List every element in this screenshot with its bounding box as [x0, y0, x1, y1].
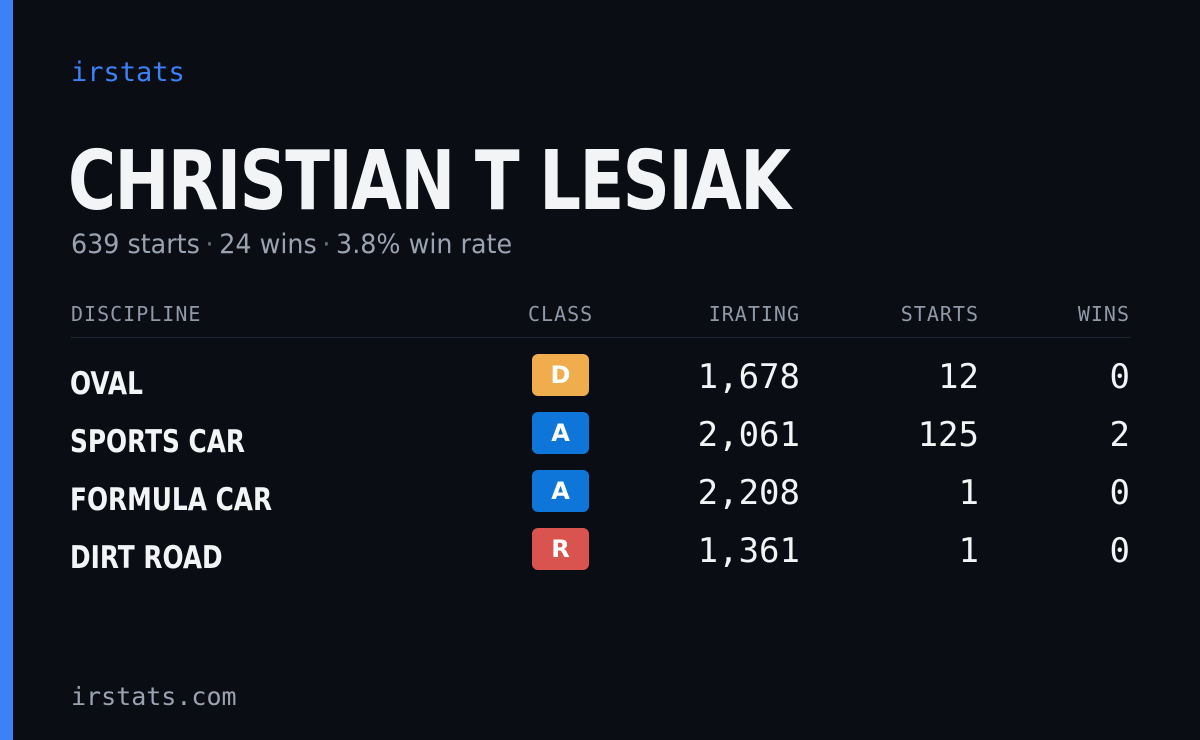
table-row: OVAL D 1,678 12 0 [0, 354, 1200, 412]
starts-value: 1 [958, 531, 979, 571]
header-class: CLASS [528, 302, 594, 326]
driver-name: CHRISTIAN T LESIAK [68, 134, 791, 229]
class-badge: A [532, 470, 589, 512]
footer-url: irstats.com [71, 682, 237, 711]
summary-separator: · [322, 229, 331, 260]
discipline-name: SPORTS CAR [70, 424, 246, 460]
irating-value: 2,061 [697, 415, 800, 455]
discipline-name: DIRT ROAD [70, 540, 223, 576]
starts-summary: 639 starts [71, 229, 200, 260]
header-irating: IRATING [708, 302, 800, 326]
table-row: FORMULA CAR A 2,208 1 0 [0, 470, 1200, 528]
irating-value: 1,361 [697, 531, 800, 571]
class-badge: A [532, 412, 589, 454]
irating-value: 2,208 [697, 473, 800, 513]
wins-value: 2 [1109, 415, 1130, 455]
wins-value: 0 [1109, 531, 1130, 571]
starts-value: 12 [938, 357, 979, 397]
brand-label: irstats [71, 57, 185, 88]
class-badge: R [532, 528, 589, 570]
table-row: DIRT ROAD R 1,361 1 0 [0, 528, 1200, 586]
accent-bar [0, 0, 13, 740]
starts-value: 1 [958, 473, 979, 513]
table-row: SPORTS CAR A 2,061 125 2 [0, 412, 1200, 470]
wins-summary: 24 wins [219, 229, 317, 260]
driver-summary: 639 starts · 24 wins · 3.8% win rate [71, 227, 512, 263]
header-discipline: DISCIPLINE [71, 302, 202, 326]
summary-separator: · [205, 229, 214, 260]
class-badge: D [532, 354, 589, 396]
discipline-name: FORMULA CAR [70, 482, 273, 518]
header-wins: WINS [1077, 302, 1130, 326]
discipline-name: OVAL [70, 366, 143, 402]
irating-value: 1,678 [697, 357, 800, 397]
starts-value: 125 [917, 415, 979, 455]
win-rate-summary: 3.8% win rate [336, 229, 513, 260]
header-divider [71, 337, 1130, 338]
wins-value: 0 [1109, 357, 1130, 397]
header-starts: STARTS [900, 302, 979, 326]
wins-value: 0 [1109, 473, 1130, 513]
